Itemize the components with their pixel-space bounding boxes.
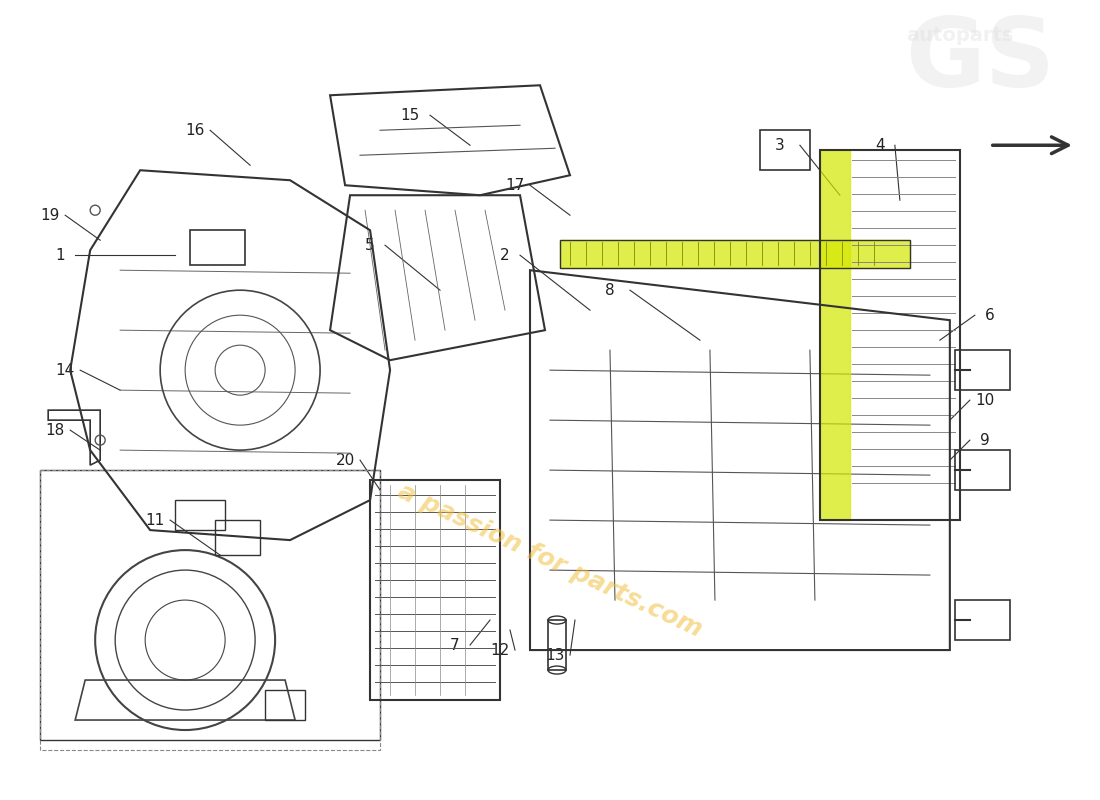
Text: 15: 15 (400, 108, 420, 122)
Text: 1: 1 (55, 248, 65, 262)
Bar (820, 150, 960, 520)
Bar (548, 620, 566, 670)
Text: 8: 8 (605, 282, 615, 298)
Text: 4: 4 (876, 138, 884, 153)
Text: 3: 3 (776, 138, 784, 153)
Text: 20: 20 (336, 453, 354, 468)
Text: a passion for parts.com: a passion for parts.com (394, 479, 706, 642)
Bar (190, 230, 245, 266)
Text: 11: 11 (145, 513, 165, 528)
Text: 19: 19 (41, 208, 59, 222)
Text: 6: 6 (984, 308, 994, 322)
Bar (955, 350, 1010, 390)
Bar (216, 520, 260, 555)
Text: 7: 7 (450, 638, 460, 653)
Bar (560, 240, 910, 268)
Text: GS: GS (905, 14, 1055, 106)
Text: autoparts: autoparts (906, 26, 1013, 45)
Text: 9: 9 (980, 433, 990, 448)
Bar (41, 470, 381, 740)
Bar (175, 500, 226, 530)
Text: 18: 18 (45, 422, 65, 438)
Text: 14: 14 (56, 362, 75, 378)
Bar (760, 130, 810, 170)
Text: 17: 17 (505, 178, 525, 193)
Bar (820, 150, 850, 520)
Text: 16: 16 (186, 122, 205, 138)
Text: 13: 13 (546, 647, 564, 662)
Text: 10: 10 (976, 393, 994, 408)
Text: 12: 12 (491, 642, 509, 658)
Text: 2: 2 (500, 248, 509, 262)
Bar (370, 480, 500, 700)
Text: 5: 5 (365, 238, 375, 253)
Bar (955, 600, 1010, 640)
Bar (41, 470, 381, 750)
Bar (955, 450, 1010, 490)
Bar (265, 690, 305, 720)
Bar (560, 240, 910, 268)
